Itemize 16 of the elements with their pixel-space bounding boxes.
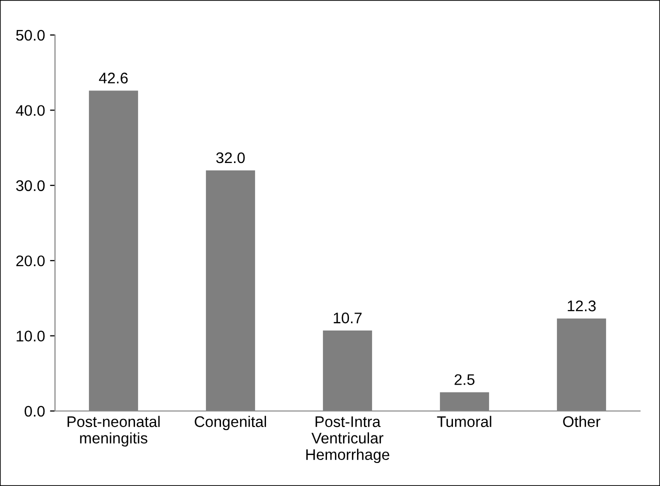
data-label: 32.0	[216, 152, 245, 164]
x-tick-label: Post-neonatal meningitis	[68, 416, 160, 447]
y-tick-label: 0.0	[24, 406, 45, 417]
data-label: 12.3	[568, 300, 596, 312]
y-tick-label: 50.0	[16, 30, 45, 41]
x-tick-label: Congenital	[194, 416, 266, 430]
y-tick-label: 20.0	[16, 255, 45, 266]
x-tick-label: Tumoral	[437, 416, 492, 428]
data-label: 10.7	[334, 312, 362, 324]
x-tick-label: Post-Intra Ventricular Hemorrhage	[306, 416, 390, 464]
data-label: 42.6	[98, 72, 128, 84]
y-tick-label: 40.0	[16, 105, 45, 116]
x-tick-label: Other	[563, 416, 600, 428]
y-tick-label: 10.0	[16, 330, 45, 342]
data-label: 2.5	[454, 374, 474, 386]
y-tick-label: 30.0	[16, 180, 45, 192]
